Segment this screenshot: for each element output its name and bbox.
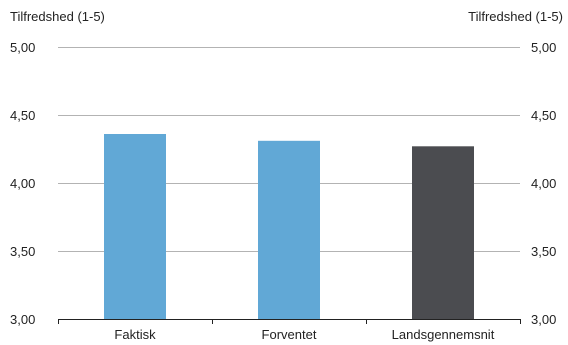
y-tick-label-right: 4,50	[531, 108, 556, 123]
axes	[58, 319, 521, 324]
tick-labels: Faktisk Forventet Landsgennemsnit 3,00 3,00 3…	[10, 40, 556, 342]
left-axis-title: Tilfredshed (1-5)	[10, 9, 105, 24]
y-tick-label-right: 3,00	[531, 312, 556, 327]
x-tick-label: Forventet	[262, 327, 317, 342]
x-tick-label: Faktisk	[114, 327, 156, 342]
bar-faktisk	[104, 134, 166, 319]
y-tick-label-left: 4,50	[10, 108, 35, 123]
bar-forventet	[258, 140, 320, 319]
y-tick-label-left: 3,50	[10, 244, 35, 259]
y-tick-label-left: 5,00	[10, 40, 35, 55]
y-tick-label-left: 3,00	[10, 312, 35, 327]
y-tick-label-right: 5,00	[531, 40, 556, 55]
bar-landsgennemsnit	[412, 146, 474, 319]
y-tick-label-left: 4,00	[10, 176, 35, 191]
x-tick-label: Landsgennemsnit	[392, 327, 495, 342]
y-tick-label-right: 3,50	[531, 244, 556, 259]
bars	[104, 134, 474, 319]
right-axis-title: Tilfredshed (1-5)	[468, 9, 563, 24]
y-tick-label-right: 4,00	[531, 176, 556, 191]
